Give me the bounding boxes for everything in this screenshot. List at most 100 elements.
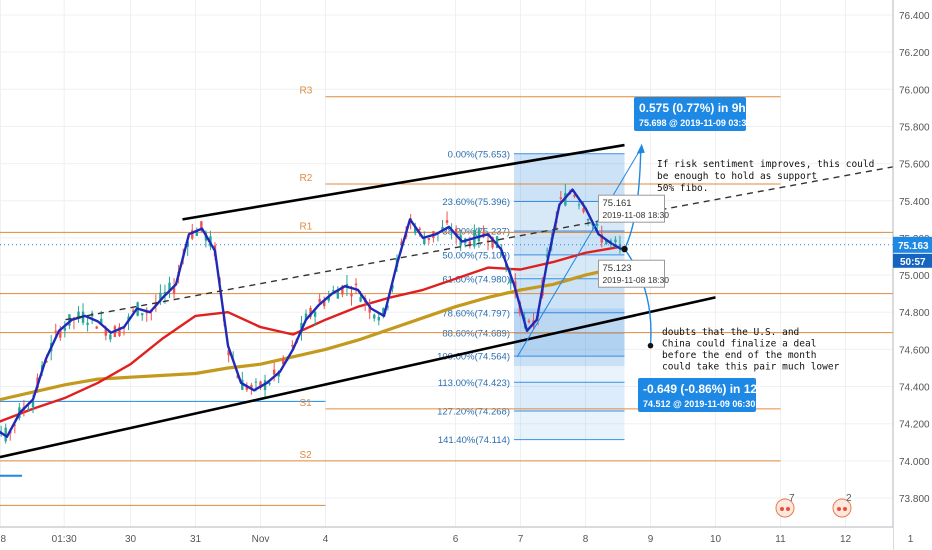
event-icon[interactable] [775, 498, 795, 518]
candle-body [350, 293, 353, 297]
x-tick-label: 11 [775, 534, 786, 545]
measure-up-badge-change: 0.575 (0.77%) in 9h [639, 101, 746, 115]
candle-body [186, 241, 189, 247]
candle-body [573, 194, 576, 197]
candle-body [159, 292, 162, 302]
candle-body [577, 204, 581, 206]
y-tick-label: 76.400 [899, 11, 930, 22]
candle-body [200, 221, 203, 229]
fib-zone [514, 411, 625, 440]
candle-body [145, 312, 148, 314]
moving-average-gold [0, 266, 619, 402]
candle-body [495, 236, 499, 249]
candle-body [141, 313, 144, 316]
candle-body [131, 310, 135, 312]
event-dot-icon [837, 507, 841, 511]
bar-timer-tag [893, 253, 932, 268]
fib-level-label: 88.60%(74.689) [442, 328, 510, 339]
candle-body [109, 334, 112, 340]
candle-body [468, 241, 471, 247]
y-tick-label: 75.000 [899, 271, 930, 282]
y-tick-label: 74.200 [899, 420, 930, 431]
candle-body [373, 314, 376, 319]
x-tick-label: 30 [125, 534, 137, 545]
candle-body [454, 228, 458, 237]
pivot-label: S1 [300, 398, 313, 409]
candle-body [414, 226, 417, 234]
candle-body [250, 384, 253, 389]
price-axis[interactable] [893, 0, 932, 550]
fib-zone [514, 332, 625, 357]
event-count: 7 [789, 493, 795, 504]
x-tick-label: 01:30 [52, 534, 77, 545]
pivot-label: R3 [300, 86, 313, 97]
candle-body [341, 285, 344, 295]
fib-level-label: 141.40%(74.114) [438, 435, 510, 446]
candle-body [259, 381, 262, 389]
moving-average-red [0, 246, 619, 423]
fib-level-label: 61.80%(74.980) [442, 274, 510, 285]
candle-body [359, 296, 362, 302]
y-tick-label: 74.800 [899, 308, 930, 319]
candle-body [86, 322, 89, 326]
candle-body [254, 381, 258, 383]
note-down-line: doubts that the U.S. and [662, 327, 799, 338]
channel-upper-line[interactable] [182, 143, 625, 221]
candle-body [382, 308, 385, 316]
candle-body [268, 383, 271, 385]
candle-body [31, 401, 35, 408]
x-tick-label: 10 [710, 534, 722, 545]
candle-body [605, 240, 608, 244]
channel-lower-line[interactable] [0, 296, 716, 459]
candle-body [377, 317, 380, 321]
upper-price-label [598, 194, 665, 223]
y-tick-label: 73.800 [899, 494, 930, 505]
candle-body [95, 326, 98, 329]
measure-down-badge-change: -0.649 (-0.86%) in 12h [643, 382, 764, 396]
lower-price-label [598, 259, 665, 288]
measure-up-badge-target: 75.698 @ 2019-11-09 03:30 [639, 118, 751, 128]
candle-body [323, 300, 326, 307]
lower-price-label-price: 75.123 [603, 263, 632, 274]
candle-body [245, 385, 249, 390]
channel-mid-dashed-line[interactable] [65, 162, 911, 321]
candle-body [400, 241, 403, 246]
candle-body [227, 350, 230, 356]
candle-body [423, 238, 426, 245]
candle-body [77, 311, 80, 319]
note-up-line: be enough to hold as support [657, 171, 817, 182]
fib-zone [514, 382, 625, 412]
time-axis[interactable] [0, 527, 893, 550]
arrow-end-dot-icon [647, 342, 654, 349]
candle-body [336, 290, 340, 299]
candle-body [291, 345, 294, 347]
y-tick-label: 76.200 [899, 48, 930, 59]
y-tick-label: 74.600 [899, 345, 930, 356]
candle-body [313, 311, 317, 317]
x-tick-label: 12 [840, 534, 852, 545]
event-dot-icon [780, 507, 784, 511]
fib-zone [514, 356, 625, 383]
event-count: 2 [846, 493, 852, 504]
candle-body [445, 220, 449, 223]
bar-timer-value: 50:57 [900, 257, 926, 268]
x-tick-label: Nov [252, 534, 270, 545]
measure-down-badge [638, 378, 756, 412]
x-tick-label: 1 [908, 534, 914, 545]
x-tick-label: 28 [0, 534, 6, 545]
x-tick-label: 6 [453, 534, 459, 545]
fib-level-label: 50.00%(75.109) [442, 250, 510, 261]
candle-body [386, 306, 390, 308]
fib-level-label: 0.00%(75.653) [448, 149, 510, 160]
note-down-line: could take this pair much lower [662, 362, 840, 373]
y-tick-label: 76.000 [899, 85, 930, 96]
current-point-dot-icon [621, 245, 628, 253]
event-icon[interactable] [832, 498, 852, 518]
measure-up-diagonal [516, 148, 642, 358]
candle-body [104, 328, 107, 336]
fib-zone [514, 312, 625, 333]
candle-body [614, 239, 617, 243]
y-tick-label: 75.600 [899, 160, 930, 171]
candle-body [354, 283, 358, 286]
